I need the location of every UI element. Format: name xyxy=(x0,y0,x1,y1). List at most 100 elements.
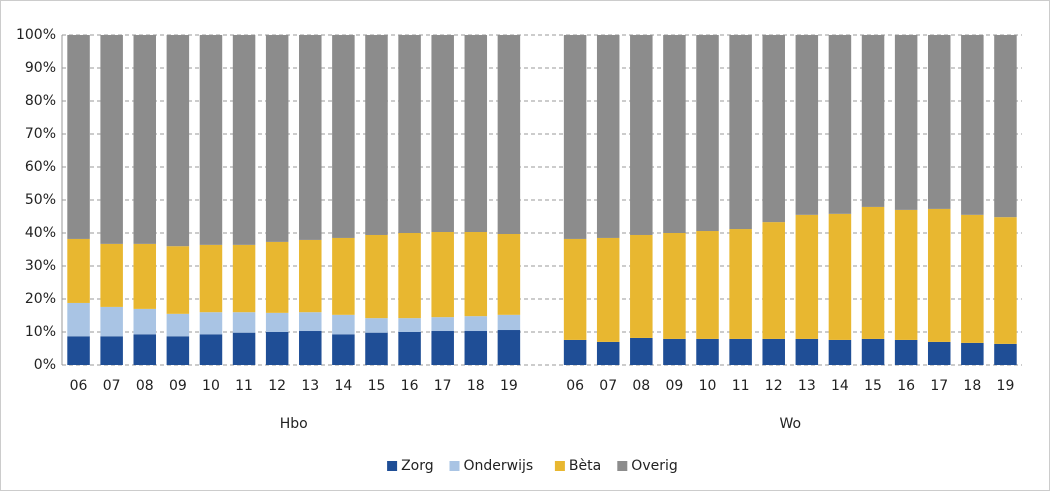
bar-segment xyxy=(100,243,123,307)
y-tick-label: 50% xyxy=(25,192,56,208)
bar-segment xyxy=(464,232,488,317)
legend-swatch xyxy=(387,461,398,471)
bar-segment xyxy=(398,35,421,233)
bar-segment xyxy=(596,341,620,365)
legend-label: Overig xyxy=(631,458,677,474)
bar-segment xyxy=(696,231,719,339)
bar-segment xyxy=(232,332,256,365)
bar-segment xyxy=(894,339,918,365)
bar-segment xyxy=(365,332,388,365)
bar-segment xyxy=(332,35,355,238)
bar-segment xyxy=(961,35,984,215)
bar-segment xyxy=(729,229,752,339)
bar-segment xyxy=(563,238,587,340)
bar-segment xyxy=(299,331,322,365)
bar-segment xyxy=(961,214,984,343)
bar-segment xyxy=(431,35,454,233)
bar-segment xyxy=(663,35,686,233)
bar-segment xyxy=(630,337,653,365)
bar-segment xyxy=(961,342,984,365)
bar-segment xyxy=(994,217,1017,344)
x-tick-label: 16 xyxy=(401,378,419,394)
bar-segment xyxy=(630,234,653,338)
bar-segment xyxy=(166,35,190,247)
legend-label: Zorg xyxy=(401,458,434,474)
bar-segment xyxy=(596,35,620,238)
x-tick-label: 13 xyxy=(798,378,816,394)
bar-segment xyxy=(265,312,289,332)
bar-segment xyxy=(199,244,223,313)
x-tick-label: 06 xyxy=(566,378,584,394)
bar-segment xyxy=(398,318,421,332)
bar-segment xyxy=(299,239,322,313)
bar-segment xyxy=(133,308,157,335)
x-tick-label: 11 xyxy=(235,378,253,394)
bar-segment xyxy=(133,334,157,365)
bar-segment xyxy=(332,334,355,365)
bar-segment xyxy=(265,35,289,242)
y-tick-label: 70% xyxy=(25,126,56,142)
x-tick-label: 12 xyxy=(765,378,783,394)
y-tick-label: 20% xyxy=(25,291,56,307)
bar-segment xyxy=(563,339,587,365)
x-tick-label: 10 xyxy=(202,378,220,394)
group-label: Hbo xyxy=(280,416,308,432)
bar-segment xyxy=(464,316,488,332)
bar-segment xyxy=(464,331,488,365)
bar-segment xyxy=(365,35,388,235)
bar-segment xyxy=(365,318,388,333)
bar-segment xyxy=(828,213,852,340)
bar-segment xyxy=(497,35,521,234)
x-tick-label: 08 xyxy=(632,378,650,394)
bar-segment xyxy=(795,338,819,365)
bar-segment xyxy=(199,334,223,365)
legend-swatch xyxy=(449,461,460,471)
bar-segment xyxy=(232,35,256,245)
group-label: Wo xyxy=(779,416,801,432)
x-tick-label: 14 xyxy=(334,378,352,394)
bar-segment xyxy=(663,233,686,339)
bar-segment xyxy=(431,331,454,365)
y-tick-label: 30% xyxy=(25,258,56,274)
bar-segment xyxy=(497,330,521,365)
x-tick-label: 14 xyxy=(831,378,849,394)
x-tick-label: 13 xyxy=(301,378,319,394)
bar-segment xyxy=(630,35,653,235)
bar-segment xyxy=(299,312,322,332)
bar-segment xyxy=(431,317,454,332)
x-tick-label: 11 xyxy=(732,378,750,394)
bar-segment xyxy=(100,306,123,337)
y-tick-label: 100% xyxy=(16,27,56,43)
y-tick-label: 80% xyxy=(25,93,56,109)
bar-segment xyxy=(67,35,90,239)
bar-segment xyxy=(894,209,918,340)
bar-segment xyxy=(927,341,951,365)
bar-segment xyxy=(861,338,885,365)
bar-segment xyxy=(762,35,785,223)
bar-segment xyxy=(596,237,620,342)
x-tick-label: 12 xyxy=(268,378,286,394)
bar-segment xyxy=(729,35,752,230)
bar-segment xyxy=(464,35,488,233)
bar-segment xyxy=(232,312,256,333)
bar-segment xyxy=(795,35,819,215)
bar-segment xyxy=(332,314,355,335)
bar-segment xyxy=(199,312,223,335)
y-tick-label: 40% xyxy=(25,225,56,241)
bar-segment xyxy=(100,35,123,244)
bar-segment xyxy=(828,35,852,214)
bar-segment xyxy=(398,233,421,319)
y-tick-label: 0% xyxy=(34,357,56,373)
x-tick-label: 17 xyxy=(434,378,452,394)
bar-segment xyxy=(762,338,785,365)
bar-segment xyxy=(994,343,1017,365)
bar-segment xyxy=(67,336,90,365)
bar-segment xyxy=(729,338,752,365)
bar-segment xyxy=(299,35,322,240)
bar-segment xyxy=(365,234,388,319)
y-tick-label: 90% xyxy=(25,60,56,76)
bar-segment xyxy=(696,35,719,232)
x-tick-label: 19 xyxy=(997,378,1015,394)
bar-segment xyxy=(133,243,157,309)
